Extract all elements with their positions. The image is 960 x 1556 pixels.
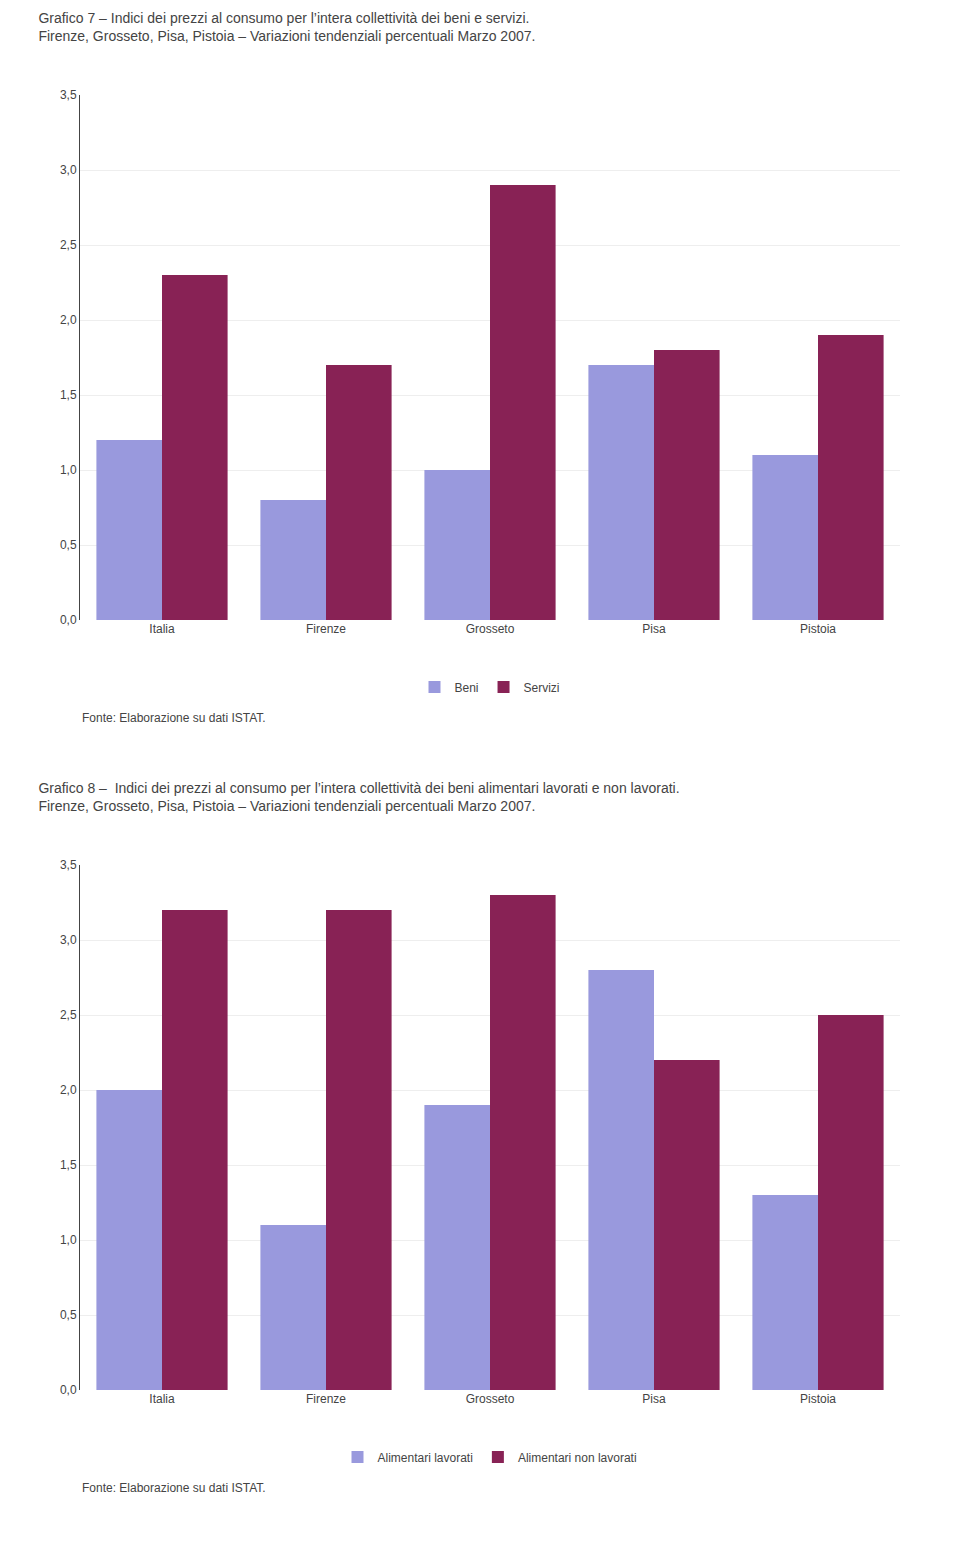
svg-text:Italia: Italia: [149, 1392, 175, 1406]
svg-text:3,5: 3,5: [60, 858, 77, 872]
svg-text:Fonte: Elaborazione su dati IS: Fonte: Elaborazione su dati ISTAT.: [82, 711, 266, 725]
svg-text:Servizi: Servizi: [524, 681, 560, 695]
svg-text:Grafico 8 – Indici dei prezzi: Grafico 8 – Indici dei prezzi al consumo…: [38, 780, 679, 814]
svg-text:Grafico 7 – Indici dei prezzi: Grafico 7 – Indici dei prezzi al consumo…: [38, 10, 535, 44]
svg-text:Pisa: Pisa: [642, 1392, 666, 1406]
svg-text:Pisa: Pisa: [642, 622, 666, 636]
svg-text:2,5: 2,5: [60, 238, 77, 252]
svg-text:1,0: 1,0: [60, 1233, 77, 1247]
svg-text:0,0: 0,0: [60, 1383, 77, 1397]
svg-text:Italia: Italia: [149, 622, 175, 636]
svg-text:Firenze: Firenze: [306, 1392, 346, 1406]
svg-text:3,5: 3,5: [60, 88, 77, 102]
svg-text:Fonte: Elaborazione su dati IS: Fonte: Elaborazione su dati ISTAT.: [82, 1481, 266, 1495]
svg-text:1,5: 1,5: [60, 1158, 77, 1172]
svg-text:Alimentari non lavorati: Alimentari non lavorati: [518, 1451, 637, 1465]
svg-text:Pistoia: Pistoia: [800, 622, 836, 636]
svg-text:0,0: 0,0: [60, 613, 77, 627]
svg-text:Alimentari lavorati: Alimentari lavorati: [378, 1451, 473, 1465]
svg-text:1,0: 1,0: [60, 463, 77, 477]
svg-text:1,5: 1,5: [60, 388, 77, 402]
svg-text:Pistoia: Pistoia: [800, 1392, 836, 1406]
svg-text:2,0: 2,0: [60, 313, 77, 327]
svg-text:2,5: 2,5: [60, 1008, 77, 1022]
svg-text:2,0: 2,0: [60, 1083, 77, 1097]
svg-text:0,5: 0,5: [60, 1308, 77, 1322]
svg-text:Beni: Beni: [455, 681, 479, 695]
svg-text:Grosseto: Grosseto: [466, 1392, 515, 1406]
svg-text:3,0: 3,0: [60, 163, 77, 177]
svg-text:Firenze: Firenze: [306, 622, 346, 636]
svg-text:0,5: 0,5: [60, 538, 77, 552]
svg-text:Grosseto: Grosseto: [466, 622, 515, 636]
svg-text:3,0: 3,0: [60, 933, 77, 947]
